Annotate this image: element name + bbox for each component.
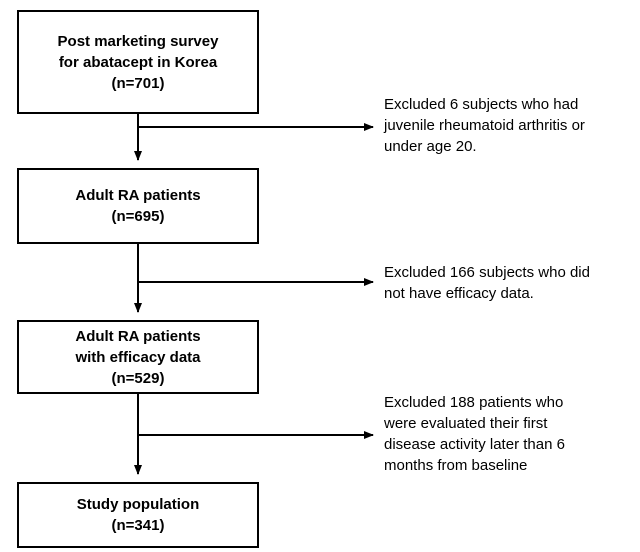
box-2-line-1: Adult RA patients xyxy=(75,187,201,204)
box-3-line-1: Adult RA patients xyxy=(75,327,201,345)
exclusion-note-2: Excluded 166 subjects who did not have e… xyxy=(384,262,590,304)
box-1-line-1: Post marketing survey xyxy=(57,32,219,50)
exclusion-2-line-1: Excluded 166 subjects who did xyxy=(384,264,590,281)
box-adult-ra-patients: Adult RA patients (n=695) xyxy=(17,168,259,244)
exclusion-note-1: Excluded 6 subjects who had juvenile rhe… xyxy=(384,94,585,157)
box-1-line-2: for abatacept in Korea xyxy=(58,53,218,71)
box-4-line-1: Study population xyxy=(76,496,200,513)
box-1-line-3: (n=701) xyxy=(111,74,165,92)
exclusion-1-line-2: juvenile rheumatoid arthritis or xyxy=(384,117,585,134)
box-2-line-2: (n=695) xyxy=(111,208,165,225)
box-3-line-2: with efficacy data xyxy=(75,348,201,366)
exclusion-3-line-2: were evaluated their first xyxy=(384,415,548,432)
exclusion-1-line-3: under age 20. xyxy=(384,138,477,155)
exclusion-3-line-3: disease activity later than 6 xyxy=(384,436,565,453)
exclusion-3-line-1: Excluded 188 patients who xyxy=(384,394,564,411)
exclusion-note-3: Excluded 188 patients who were evaluated… xyxy=(384,392,565,476)
exclusion-2-line-2: not have efficacy data. xyxy=(384,285,534,302)
box-post-marketing-survey: Post marketing survey for abatacept in K… xyxy=(17,10,259,114)
box-3-line-3: (n=529) xyxy=(111,369,165,387)
box-4-line-2: (n=341) xyxy=(111,517,165,534)
box-adult-ra-efficacy: Adult RA patients with efficacy data (n=… xyxy=(17,320,259,394)
box-study-population: Study population (n=341) xyxy=(17,482,259,548)
exclusion-3-line-4: months from baseline xyxy=(384,457,528,474)
exclusion-1-line-1: Excluded 6 subjects who had xyxy=(384,96,579,113)
